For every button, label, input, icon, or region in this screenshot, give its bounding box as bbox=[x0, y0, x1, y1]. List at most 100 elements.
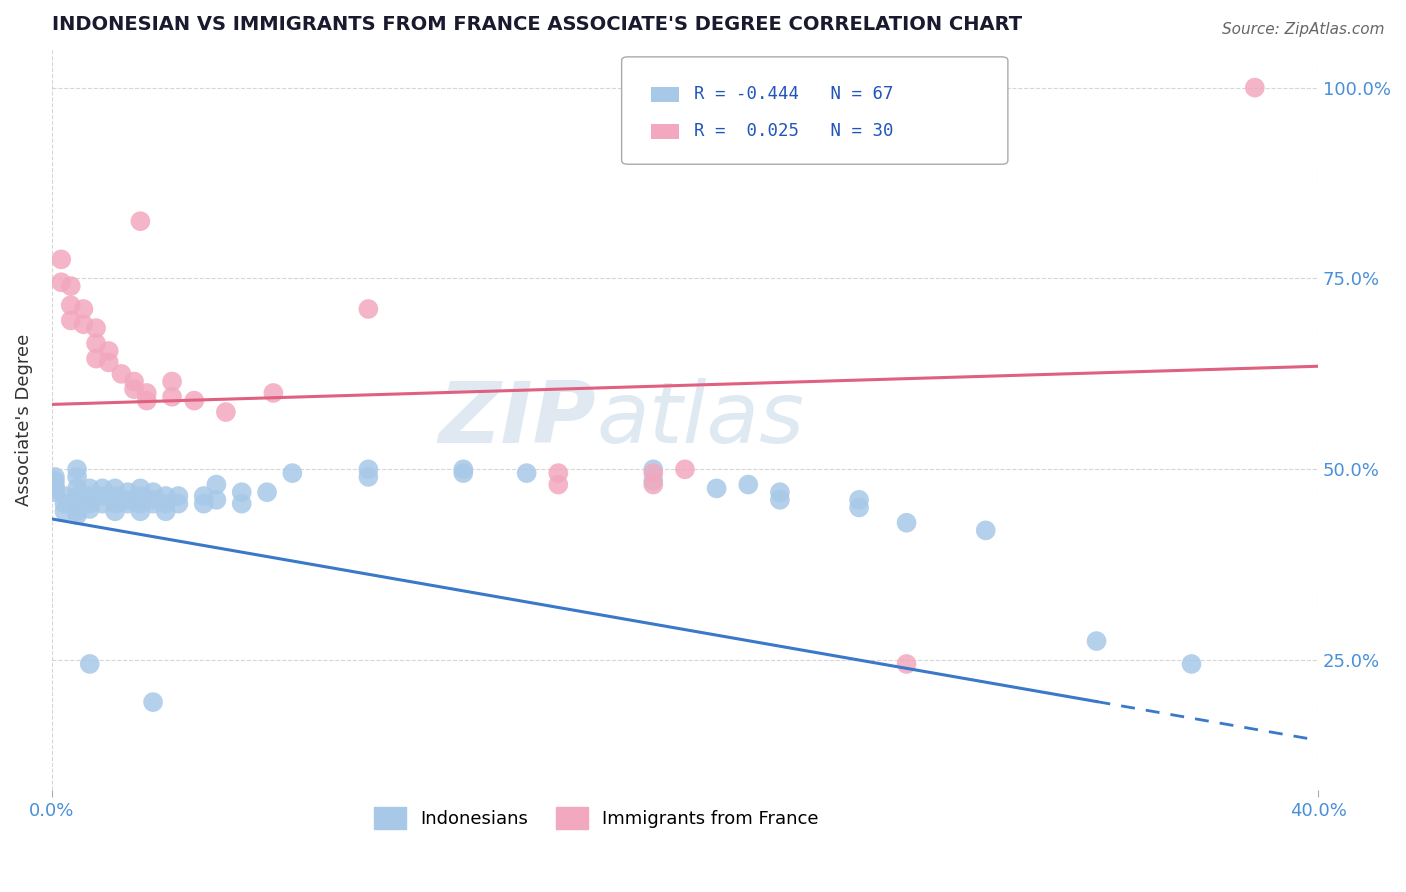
Point bbox=[129, 497, 152, 511]
Point bbox=[44, 477, 66, 491]
Text: ZIP: ZIP bbox=[439, 378, 596, 461]
Point bbox=[160, 375, 183, 389]
Point bbox=[142, 485, 165, 500]
Point bbox=[256, 485, 278, 500]
Point bbox=[66, 497, 89, 511]
Point bbox=[160, 390, 183, 404]
Point bbox=[357, 470, 380, 484]
Point bbox=[673, 462, 696, 476]
Point bbox=[79, 497, 101, 511]
Point bbox=[72, 318, 94, 332]
Point bbox=[66, 470, 89, 484]
Point bbox=[117, 485, 139, 500]
Point bbox=[117, 497, 139, 511]
Point bbox=[72, 301, 94, 316]
Point bbox=[142, 492, 165, 507]
Point bbox=[643, 466, 665, 480]
Point bbox=[129, 214, 152, 228]
Point bbox=[643, 477, 665, 491]
Point bbox=[205, 492, 228, 507]
Point bbox=[357, 462, 380, 476]
Point bbox=[44, 474, 66, 488]
Point bbox=[167, 497, 190, 511]
Point bbox=[135, 386, 157, 401]
Point bbox=[44, 482, 66, 496]
Point bbox=[231, 497, 253, 511]
Point bbox=[53, 497, 76, 511]
Point bbox=[896, 657, 918, 671]
Point bbox=[262, 386, 284, 401]
Point bbox=[79, 482, 101, 496]
Point bbox=[97, 355, 120, 369]
FancyBboxPatch shape bbox=[621, 57, 1008, 164]
Point bbox=[643, 462, 665, 476]
Point bbox=[110, 367, 132, 381]
Point bbox=[79, 657, 101, 671]
Point bbox=[1085, 634, 1108, 648]
Text: INDONESIAN VS IMMIGRANTS FROM FRANCE ASSOCIATE'S DEGREE CORRELATION CHART: INDONESIAN VS IMMIGRANTS FROM FRANCE ASS… bbox=[52, 15, 1022, 34]
Point bbox=[737, 477, 759, 491]
Point bbox=[706, 482, 728, 496]
Point bbox=[104, 504, 127, 518]
Point bbox=[122, 375, 145, 389]
Text: R = -0.444   N = 67: R = -0.444 N = 67 bbox=[693, 85, 893, 103]
Point bbox=[84, 351, 107, 366]
Point bbox=[66, 462, 89, 476]
Point bbox=[129, 489, 152, 503]
Point bbox=[155, 504, 177, 518]
Point bbox=[129, 504, 152, 518]
Point bbox=[51, 275, 73, 289]
Point bbox=[896, 516, 918, 530]
Point bbox=[281, 466, 304, 480]
Point bbox=[155, 489, 177, 503]
Point bbox=[453, 462, 475, 476]
Point bbox=[848, 500, 870, 515]
Point bbox=[1180, 657, 1202, 671]
Point bbox=[215, 405, 238, 419]
Point bbox=[129, 482, 152, 496]
Point bbox=[53, 504, 76, 518]
Point bbox=[84, 321, 107, 335]
Point bbox=[84, 336, 107, 351]
Point bbox=[91, 489, 114, 503]
Point bbox=[516, 466, 538, 480]
Point bbox=[142, 695, 165, 709]
Point bbox=[122, 382, 145, 396]
Text: Source: ZipAtlas.com: Source: ZipAtlas.com bbox=[1222, 22, 1385, 37]
Point bbox=[769, 492, 792, 507]
Point bbox=[1243, 80, 1265, 95]
Point bbox=[91, 482, 114, 496]
Point bbox=[167, 489, 190, 503]
Point bbox=[117, 492, 139, 507]
Point bbox=[91, 497, 114, 511]
FancyBboxPatch shape bbox=[651, 124, 679, 139]
Text: atlas: atlas bbox=[596, 378, 804, 461]
Point bbox=[547, 477, 569, 491]
Point bbox=[142, 497, 165, 511]
Point bbox=[848, 492, 870, 507]
Y-axis label: Associate's Degree: Associate's Degree bbox=[15, 334, 32, 506]
Text: R =  0.025   N = 30: R = 0.025 N = 30 bbox=[693, 122, 893, 140]
Point bbox=[66, 504, 89, 518]
Point bbox=[193, 489, 215, 503]
Point bbox=[97, 343, 120, 358]
Point bbox=[453, 466, 475, 480]
Point bbox=[66, 508, 89, 522]
Point bbox=[104, 482, 127, 496]
Point bbox=[104, 489, 127, 503]
Point bbox=[205, 477, 228, 491]
FancyBboxPatch shape bbox=[651, 87, 679, 102]
Point bbox=[769, 485, 792, 500]
Point bbox=[53, 489, 76, 503]
Point bbox=[135, 393, 157, 408]
Point bbox=[357, 301, 380, 316]
Point bbox=[104, 497, 127, 511]
Point bbox=[974, 524, 997, 538]
Point bbox=[44, 470, 66, 484]
Legend: Indonesians, Immigrants from France: Indonesians, Immigrants from France bbox=[367, 800, 827, 837]
Point bbox=[231, 485, 253, 500]
Point bbox=[51, 252, 73, 267]
Point bbox=[643, 474, 665, 488]
Point bbox=[59, 298, 82, 312]
Point bbox=[59, 279, 82, 293]
